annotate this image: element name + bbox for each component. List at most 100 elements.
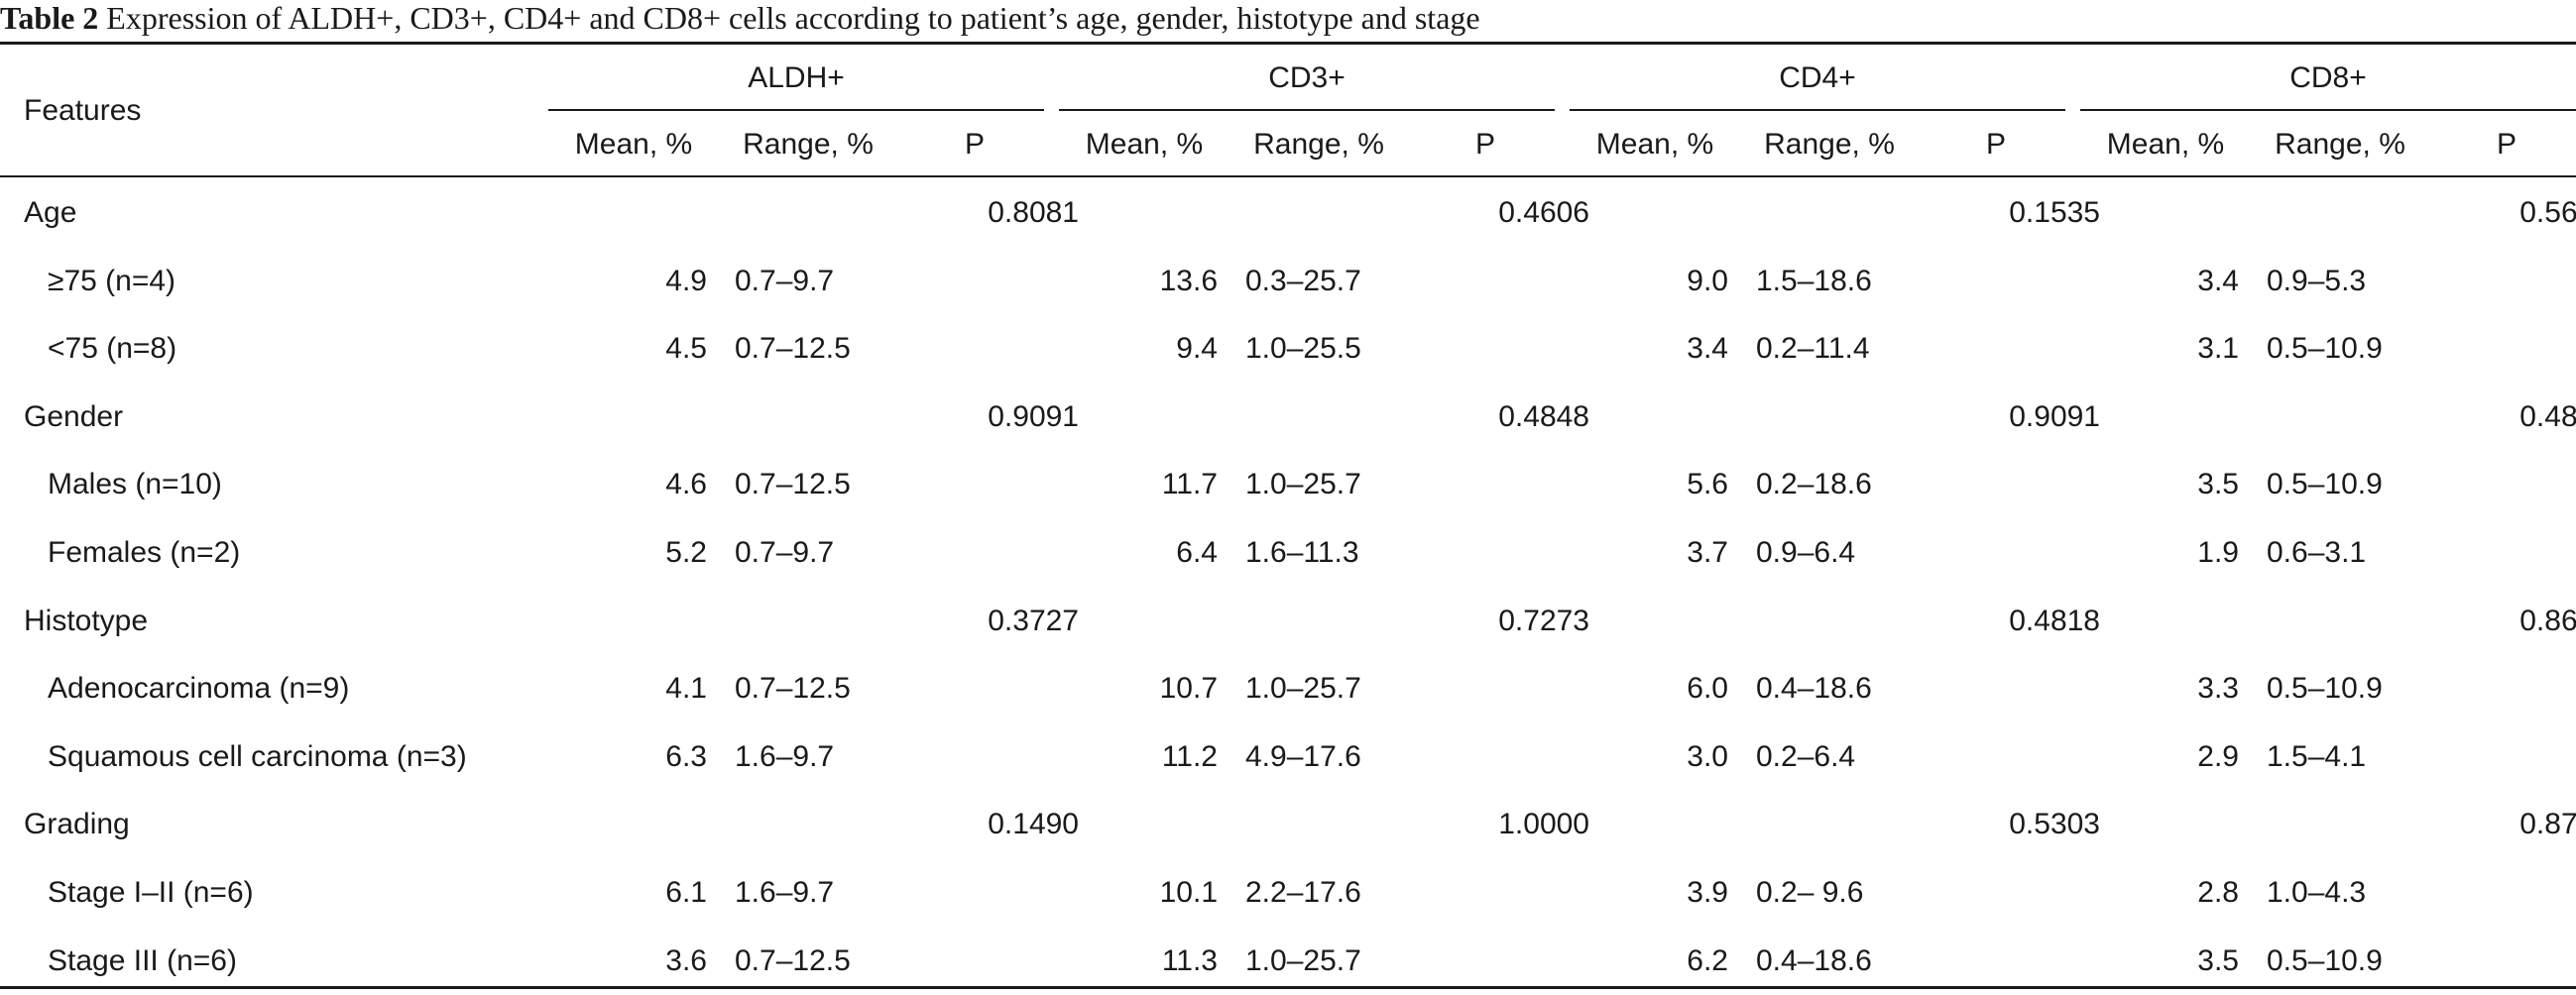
- cell-aldh-range: 1.6–9.7: [735, 740, 835, 773]
- cell-cd4-mean: 3.0: [1687, 740, 1728, 773]
- cell-cd4-mean: 9.0: [1687, 265, 1728, 297]
- cell-aldh-mean: 4.5: [665, 332, 707, 365]
- cell-cd3-p: [1386, 248, 1589, 315]
- cell-cd8-p: [2407, 859, 2576, 927]
- cell-cd4-p: [1897, 315, 2100, 383]
- cell-cd4-p: [1897, 928, 2100, 995]
- cell-aldh-range: 0.7–9.7: [735, 536, 835, 569]
- cell-cd8-range: 1.5–4.1: [2267, 740, 2367, 773]
- cell-cd8-mean: 3.4: [2197, 265, 2239, 297]
- cell-cd3-mean: 11.2: [1161, 740, 1218, 773]
- cell-cd8-p: [2407, 451, 2576, 518]
- cell-cd8-mean: [2080, 588, 2239, 655]
- cell-cd8-p: 0.8763: [2519, 808, 2576, 840]
- cell-aldh-mean: 4.1: [665, 672, 707, 705]
- cell-cd4-p: [1897, 248, 2100, 315]
- row-label: Stage I–II (n=6): [48, 876, 254, 909]
- cell-aldh-p: [876, 315, 1079, 383]
- cell-cd8-range: 0.5–10.9: [2267, 944, 2383, 977]
- features-header: Features: [24, 94, 142, 127]
- section-label: Histotype: [24, 605, 149, 637]
- subheader-cd3-range: Range, %: [1253, 128, 1384, 161]
- cell-cd3-p: [1386, 315, 1589, 383]
- cell-cd3-mean: 11.7: [1161, 468, 1218, 500]
- cell-cd3-range: 2.2–17.6: [1245, 876, 1361, 909]
- cell-cd8-mean: 3.3: [2197, 672, 2239, 705]
- cell-aldh-mean: [548, 384, 707, 451]
- cell-cd8-p: [2407, 519, 2576, 587]
- cell-cd3-mean: [1059, 588, 1218, 655]
- cell-aldh-p: [876, 928, 1079, 995]
- cell-cd4-p: 0.1535: [2009, 196, 2100, 229]
- cell-cd3-p: [1386, 859, 1589, 927]
- subheader-cd3-mean: Mean, %: [1085, 128, 1204, 161]
- group-rule-cd8: [2080, 109, 2576, 111]
- cell-aldh-p: [876, 859, 1079, 927]
- subheader-cd4-p: P: [1985, 128, 2006, 161]
- group-header-aldh: ALDH+: [748, 61, 845, 94]
- subheader-cd4-mean: Mean, %: [1595, 128, 1714, 161]
- cell-cd4-p: [1897, 723, 2100, 791]
- cell-cd8-mean: 2.8: [2197, 876, 2239, 909]
- section-label: Gender: [24, 400, 124, 433]
- cell-aldh-p: 0.9091: [988, 400, 1079, 433]
- cell-cd3-mean: [1059, 791, 1218, 858]
- cell-aldh-mean: 4.9: [665, 265, 707, 297]
- cell-cd8-p: [2407, 723, 2576, 791]
- cell-cd3-range: 1.0–25.7: [1245, 944, 1361, 977]
- cell-aldh-range: 0.7–9.7: [735, 265, 835, 297]
- subheader-aldh-range: Range, %: [743, 128, 874, 161]
- cell-cd4-range: 0.4–18.6: [1756, 944, 1872, 977]
- cell-cd4-mean: [1570, 384, 1728, 451]
- cell-cd4-mean: [1570, 791, 1728, 858]
- cell-cd8-range: 0.9–5.3: [2267, 265, 2367, 297]
- row-label: ≥75 (n=4): [48, 265, 176, 297]
- table-top-rule: [0, 42, 2576, 45]
- row-label: Females (n=2): [48, 536, 241, 569]
- cell-cd3-mean: 11.3: [1161, 944, 1218, 977]
- cell-cd4-range: 0.2–6.4: [1756, 740, 1856, 773]
- cell-cd8-mean: [2080, 791, 2239, 858]
- cell-aldh-mean: 5.2: [665, 536, 707, 569]
- cell-cd4-mean: [1570, 179, 1728, 247]
- cell-aldh-mean: 3.6: [665, 944, 707, 977]
- cell-cd4-p: 0.5303: [2009, 808, 2100, 840]
- cell-cd3-mean: 10.1: [1159, 876, 1218, 909]
- subheader-aldh-mean: Mean, %: [574, 128, 693, 161]
- cell-cd4-mean: 6.0: [1687, 672, 1728, 705]
- cell-cd8-range: 1.0–4.3: [2267, 876, 2367, 909]
- cell-cd3-mean: 10.7: [1159, 672, 1218, 705]
- cell-cd3-range: 4.9–17.6: [1245, 740, 1361, 773]
- cell-cd8-p: 0.8636: [2519, 605, 2576, 637]
- cell-cd8-mean: 3.1: [2197, 332, 2239, 365]
- cell-cd4-p: [1897, 655, 2100, 722]
- cell-aldh-range: 1.6–9.7: [735, 876, 835, 909]
- group-rule-aldh: [548, 109, 1044, 111]
- cell-cd8-range: 0.6–3.1: [2267, 536, 2367, 569]
- cell-cd3-p: [1386, 519, 1589, 587]
- cell-cd3-mean: 9.4: [1176, 332, 1218, 365]
- cell-aldh-mean: [548, 588, 707, 655]
- group-rule-cd4: [1570, 109, 2065, 111]
- cell-aldh-p: 0.8081: [988, 196, 1079, 229]
- row-label: Adenocarcinoma (n=9): [48, 672, 350, 705]
- cell-cd4-mean: 3.4: [1687, 332, 1728, 365]
- cell-cd8-p: 0.4848: [2519, 400, 2576, 433]
- cell-aldh-mean: 6.1: [665, 876, 707, 909]
- cell-cd4-mean: [1570, 588, 1728, 655]
- cell-aldh-mean: 4.6: [665, 468, 707, 500]
- cell-aldh-p: [876, 451, 1079, 518]
- table-caption-label: Table 2: [0, 0, 99, 36]
- cell-aldh-mean: [548, 791, 707, 858]
- cell-cd3-mean: [1059, 179, 1218, 247]
- cell-aldh-p: [876, 519, 1079, 587]
- cell-cd3-p: [1386, 723, 1589, 791]
- section-label: Grading: [24, 808, 130, 840]
- cell-cd8-range: 0.5–10.9: [2267, 468, 2383, 500]
- header-bottom-rule: [0, 175, 2576, 177]
- cell-cd8-p: [2407, 655, 2576, 722]
- subheader-cd8-range: Range, %: [2275, 128, 2405, 161]
- cell-aldh-range: 0.7–12.5: [735, 332, 851, 365]
- cell-cd8-mean: [2080, 384, 2239, 451]
- group-header-cd8: CD8+: [2289, 61, 2367, 94]
